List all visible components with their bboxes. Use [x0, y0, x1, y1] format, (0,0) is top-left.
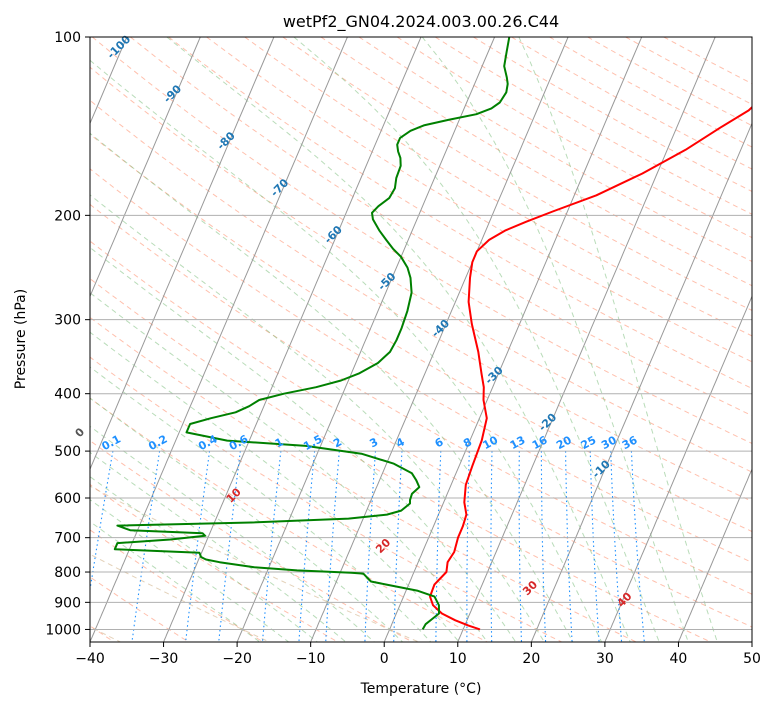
- moist-adiabat-line: [90, 292, 488, 642]
- isotherm-line: [90, 37, 201, 298]
- moist-adiabat-line: [90, 59, 602, 642]
- dry-adiabat-label: 0: [73, 425, 88, 440]
- isotherm-line: [383, 37, 643, 642]
- moist-adiabat-line: [166, 37, 631, 642]
- mixing-ratio-line: [393, 451, 403, 642]
- x-tick-label: −20: [222, 651, 252, 667]
- isotherm-line: [677, 467, 752, 642]
- isotherm-line: [604, 295, 752, 642]
- x-tick-label: −40: [75, 651, 105, 667]
- mixing-ratio-line: [518, 451, 523, 642]
- plot-background: [90, 37, 752, 642]
- y-tick-label: 1000: [45, 622, 81, 638]
- y-tick-label: 700: [54, 531, 81, 547]
- dry-adiabat-line: [90, 66, 752, 473]
- moist-adiabat-line: [90, 132, 574, 642]
- x-tick-label: 30: [596, 651, 614, 667]
- mixing-ratio-line: [298, 451, 316, 642]
- x-axis-title: Temperature (°C): [360, 681, 482, 697]
- dry-adiabat-line: [90, 576, 189, 642]
- mixing-ratio-line: [325, 451, 340, 642]
- mixing-ratio-line: [364, 451, 377, 642]
- moist-adiabat-line: [421, 37, 689, 642]
- dry-adiabat-line: [90, 203, 752, 595]
- mixing-ratio-line: [490, 451, 493, 642]
- x-tick-label: 40: [670, 651, 688, 667]
- dry-adiabat-line: [90, 240, 752, 628]
- dry-adiabat-line: [91, 37, 752, 445]
- mixing-ratio-line: [466, 451, 470, 642]
- dry-adiabat-line: [90, 99, 752, 502]
- mixing-ratio-label: 13: [508, 433, 528, 452]
- sounding-profiles: [113, 37, 752, 631]
- dry-adiabat-line: [90, 133, 752, 533]
- x-tick-label: −10: [296, 651, 326, 667]
- temperature-profile-line: [429, 105, 752, 631]
- y-tick-label: 300: [54, 313, 81, 329]
- mixing-ratio-line: [435, 451, 442, 642]
- isotherm-line: [457, 37, 716, 642]
- y-axis-title: Pressure (hPa): [13, 289, 29, 389]
- mixing-ratio-line: [630, 451, 645, 642]
- reference-lines: [90, 37, 752, 642]
- mixing-ratio-line: [610, 451, 623, 642]
- x-tick-label: −30: [149, 651, 179, 667]
- isotherm-line: [163, 37, 422, 642]
- mixing-ratio-line: [131, 451, 161, 642]
- mixing-ratio-label: 20: [554, 433, 574, 452]
- y-tick-label: 100: [54, 30, 81, 46]
- dewpoint-profile-line: [113, 37, 511, 630]
- mixing-ratio-label: 25: [579, 433, 599, 452]
- x-tick-label: 50: [743, 651, 761, 667]
- mixing-ratio-label: 16: [530, 433, 550, 452]
- plot-frame: [89, 36, 753, 643]
- x-tick-label: 20: [522, 651, 540, 667]
- isotherm-line: [751, 640, 752, 642]
- mixing-ratio-label: 36: [620, 433, 640, 452]
- dry-adiabat-line: [90, 356, 562, 642]
- isotherm-line: [236, 37, 496, 642]
- mixing-ratio-line: [565, 451, 573, 642]
- mixing-ratio-label: 10: [481, 433, 501, 452]
- y-axis: 100 200 300 400 500 600 700 800 900 1000: [45, 30, 90, 638]
- dry-adiabat-line: [90, 278, 712, 642]
- moist-adiabat-line: [90, 331, 460, 642]
- grid-lines: [90, 37, 752, 630]
- moist-adiabat-line: [90, 451, 347, 642]
- moist-adiabat-line: [293, 37, 660, 642]
- isotherm-line: [90, 37, 275, 471]
- dry-adiabat-line: [90, 316, 637, 642]
- dry-adiabat-line: [90, 397, 488, 642]
- dry-adiabat-line: [320, 37, 752, 287]
- x-tick-label: 0: [380, 651, 389, 667]
- y-tick-label: 500: [54, 444, 81, 460]
- y-tick-label: 400: [54, 387, 81, 403]
- y-tick-label: 600: [54, 491, 81, 507]
- y-tick-label: 200: [54, 208, 81, 224]
- x-tick-label: 10: [449, 651, 467, 667]
- chart-title: wetPf2_GN04.2024.003.00.26.C44: [283, 12, 559, 32]
- isotherm-line: [530, 122, 752, 642]
- mixing-ratio-line: [261, 451, 282, 642]
- moist-adiabat-line: [90, 194, 545, 642]
- moist-adiabat-line: [90, 397, 403, 642]
- x-axis: −40 −30 −20 −10 0 10 20 30 40 50: [75, 642, 761, 667]
- mixing-ratio-label: 30: [599, 433, 619, 452]
- mixing-ratio-line: [185, 451, 211, 642]
- dry-adiabat-line: [90, 440, 413, 642]
- mixing-ratio-line: [540, 451, 547, 642]
- reference-curve: [90, 553, 270, 642]
- reference-curve: [90, 485, 419, 642]
- moist-adiabat-line: [90, 476, 318, 642]
- mixing-ratio-line: [589, 451, 600, 642]
- dry-adiabat-line: [282, 37, 752, 312]
- y-tick-label: 900: [54, 595, 81, 611]
- isotherm-line: [90, 37, 348, 642]
- moist-adiabat-line: [90, 246, 517, 642]
- y-tick-label: 800: [54, 565, 81, 581]
